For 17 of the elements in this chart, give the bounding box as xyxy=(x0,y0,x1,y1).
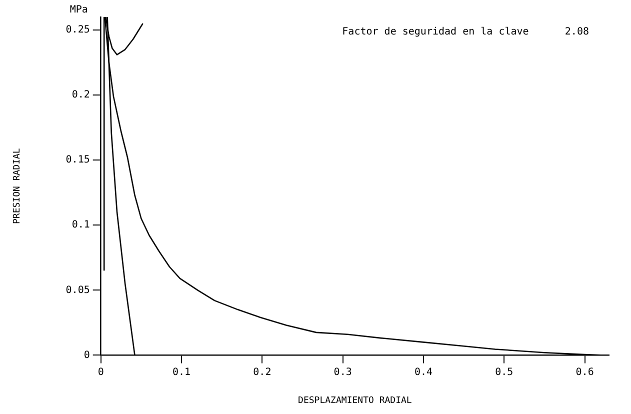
x-axis-title: DESPLAZAMIENTO RADIAL xyxy=(298,396,412,406)
x-tick-label: 0.1 xyxy=(172,366,191,378)
y-tick-label: 0.25 xyxy=(66,24,90,36)
x-tick-label: 0.6 xyxy=(576,366,594,378)
x-tick-label: 0 xyxy=(98,366,104,378)
x-tick-label: 0.5 xyxy=(495,366,514,378)
y-tick-label: 0.2 xyxy=(72,90,90,101)
y-tick-label: 0.1 xyxy=(72,220,90,231)
x-tick-label: 0.3 xyxy=(334,366,352,378)
text: MPa xyxy=(70,4,88,16)
x-tick-label: 0.2 xyxy=(253,366,272,378)
y-tick-label: 0 xyxy=(84,350,90,361)
x-tick-label: 0.4 xyxy=(414,366,433,378)
annotation: Factor de seguridad en la clave 2.08 xyxy=(342,26,589,38)
y-tick-label: 0.05 xyxy=(66,284,90,296)
y-axis-title: PRESION RADIAL xyxy=(12,148,23,224)
y-tick-label: 0.15 xyxy=(66,154,90,166)
